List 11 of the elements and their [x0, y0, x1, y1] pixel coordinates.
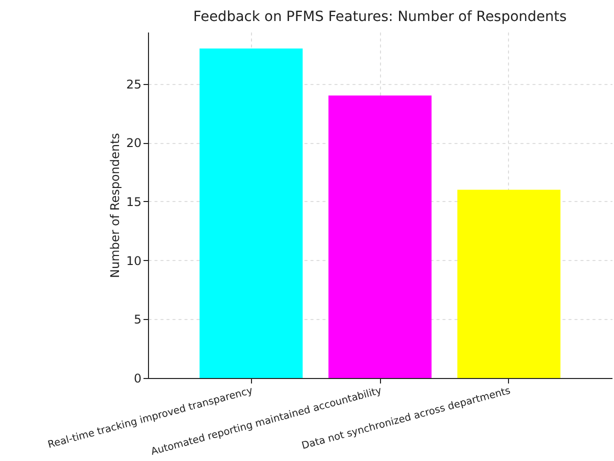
chart-title: Feedback on PFMS Features: Number of Respondents	[193, 9, 567, 25]
y-tick-label: 20	[126, 136, 142, 150]
y-tick-label: 10	[126, 254, 142, 268]
y-tick-label: 0	[134, 372, 142, 386]
bar	[457, 190, 560, 378]
bar	[200, 48, 303, 378]
y-axis-title: Number of Respondents	[108, 133, 122, 278]
bar	[328, 96, 432, 378]
y-tick-label: 15	[126, 194, 142, 209]
y-tick-label: 5	[134, 312, 142, 327]
y-tick-label: 25	[126, 77, 142, 92]
